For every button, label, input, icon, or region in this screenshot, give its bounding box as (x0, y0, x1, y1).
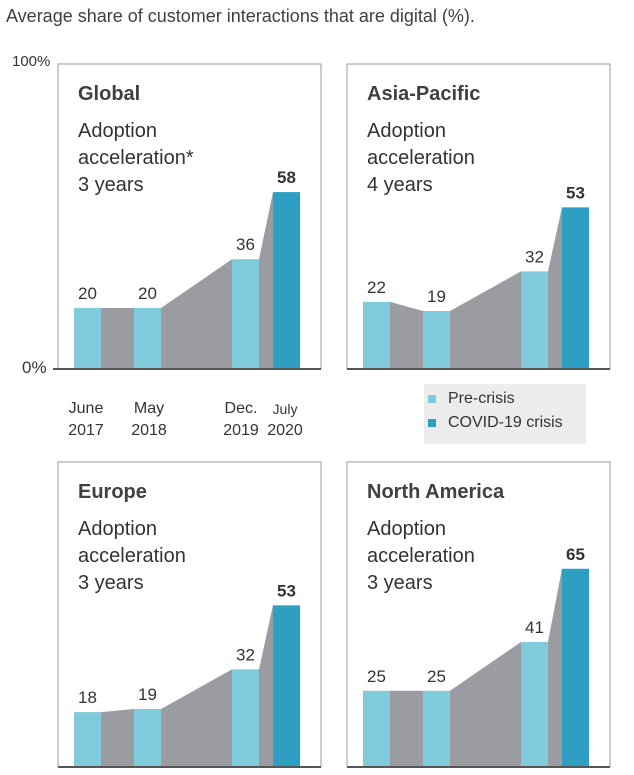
legend-item-covid-crisis: COVID-19 crisis (428, 414, 563, 432)
data-label-asia-pacific-3: 53 (566, 183, 585, 202)
bar-europe-2 (232, 669, 259, 767)
data-label-global-2: 36 (236, 235, 255, 254)
panel-frame-global (57, 63, 322, 369)
bar-europe-3 (273, 605, 300, 767)
x-axis-label-line1: July (272, 401, 298, 417)
panel-subtitle-line-europe: 3 years (78, 572, 144, 594)
x-axis-label-line1: May (133, 400, 165, 417)
connector-area-europe (101, 709, 134, 767)
x-axis-label-line1: Dec. (224, 400, 258, 417)
panel-title-europe: Europe (78, 481, 147, 503)
legend-label: COVID-19 crisis (448, 414, 563, 431)
panel-subtitle-line-global: acceleration* (78, 147, 194, 169)
x-axis-label-line2: 2019 (223, 422, 259, 439)
bar-north-america-1 (423, 690, 450, 767)
connector-area-global (161, 259, 232, 369)
data-label-asia-pacific-1: 19 (427, 287, 446, 306)
panel-frame-north-america (346, 461, 611, 767)
connector-area-asia-pacific (390, 301, 423, 369)
y-axis-top-label: 100% (12, 53, 51, 70)
x-axis-label-line2: 2020 (267, 422, 303, 439)
panel-frame-asia-pacific (346, 63, 611, 369)
legend-swatch-pre-crisis (428, 394, 436, 403)
bar-global-2 (232, 259, 259, 369)
bar-north-america-3 (562, 568, 589, 767)
data-label-asia-pacific-2: 32 (525, 247, 544, 266)
panel-title-global: Global (78, 83, 140, 105)
panel-subtitle-line-asia-pacific: acceleration (367, 147, 475, 169)
legend-swatch-covid-crisis (428, 418, 436, 427)
x-axis-label-line1: June (68, 400, 104, 417)
legend-item-pre-crisis: Pre-crisis (428, 390, 515, 408)
data-label-north-america-2: 41 (525, 618, 544, 637)
panel-subtitle-line-europe: Adoption (78, 518, 157, 540)
data-label-europe-3: 53 (277, 581, 296, 600)
x-axis-label-june-2017: June 2017 (55, 398, 117, 442)
connector-area-north-america (548, 568, 562, 767)
bar-global-3 (273, 192, 300, 369)
y-axis-bottom-label: 0% (22, 358, 47, 377)
panel-subtitle-line-north-america: acceleration (367, 545, 475, 567)
connector-area-north-america (390, 690, 423, 767)
panel-subtitle-line-north-america: 3 years (367, 572, 433, 594)
connector-area-europe (161, 669, 232, 767)
data-label-north-america-0: 25 (367, 667, 386, 686)
legend: Pre-crisis COVID-19 crisis (424, 384, 586, 444)
data-label-asia-pacific-0: 22 (367, 278, 386, 297)
bar-europe-0 (74, 712, 101, 767)
panel-frame-europe (57, 461, 322, 767)
bar-north-america-2 (521, 641, 548, 767)
data-label-global-0: 20 (78, 284, 97, 303)
bar-asia-pacific-0 (363, 301, 390, 369)
bar-europe-1 (134, 709, 161, 767)
data-label-north-america-1: 25 (427, 667, 446, 686)
x-axis-label-dec-2019: Dec. 2019 (210, 398, 272, 442)
panel-subtitle-line-global: 3 years (78, 174, 144, 196)
bar-asia-pacific-2 (521, 271, 548, 369)
x-axis-label-line2: 2017 (68, 422, 104, 439)
bar-north-america-0 (363, 690, 390, 767)
connector-area-europe (259, 605, 273, 767)
panel-title-north-america: North America (367, 481, 505, 503)
connector-area-asia-pacific (548, 207, 562, 369)
connector-area-asia-pacific (450, 271, 521, 369)
x-axis-label-may-2018: May 2018 (118, 398, 180, 442)
panel-subtitle-line-asia-pacific: 4 years (367, 174, 433, 196)
bar-asia-pacific-1 (423, 311, 450, 369)
bar-asia-pacific-3 (562, 207, 589, 369)
panel-title-asia-pacific: Asia-Pacific (367, 83, 480, 105)
chart-title: Average share of customer interactions t… (6, 6, 475, 26)
data-label-north-america-3: 65 (566, 545, 585, 564)
data-label-europe-1: 19 (138, 685, 157, 704)
x-axis-label-july-2020: July 2020 (254, 398, 316, 442)
connector-area-global (101, 308, 134, 369)
bar-global-0 (74, 308, 101, 369)
bar-global-1 (134, 308, 161, 369)
x-axis-label-line2: 2018 (131, 422, 167, 439)
data-label-europe-2: 32 (236, 645, 255, 664)
panel-subtitle-line-asia-pacific: Adoption (367, 120, 446, 142)
connector-area-global (259, 192, 273, 369)
legend-label: Pre-crisis (448, 390, 515, 407)
panel-subtitle-line-north-america: Adoption (367, 518, 446, 540)
panel-subtitle-line-europe: acceleration (78, 545, 186, 567)
data-label-europe-0: 18 (78, 688, 97, 707)
connector-area-north-america (450, 641, 521, 767)
panel-subtitle-line-global: Adoption (78, 120, 157, 142)
data-label-global-1: 20 (138, 284, 157, 303)
data-label-global-3: 58 (277, 168, 296, 187)
